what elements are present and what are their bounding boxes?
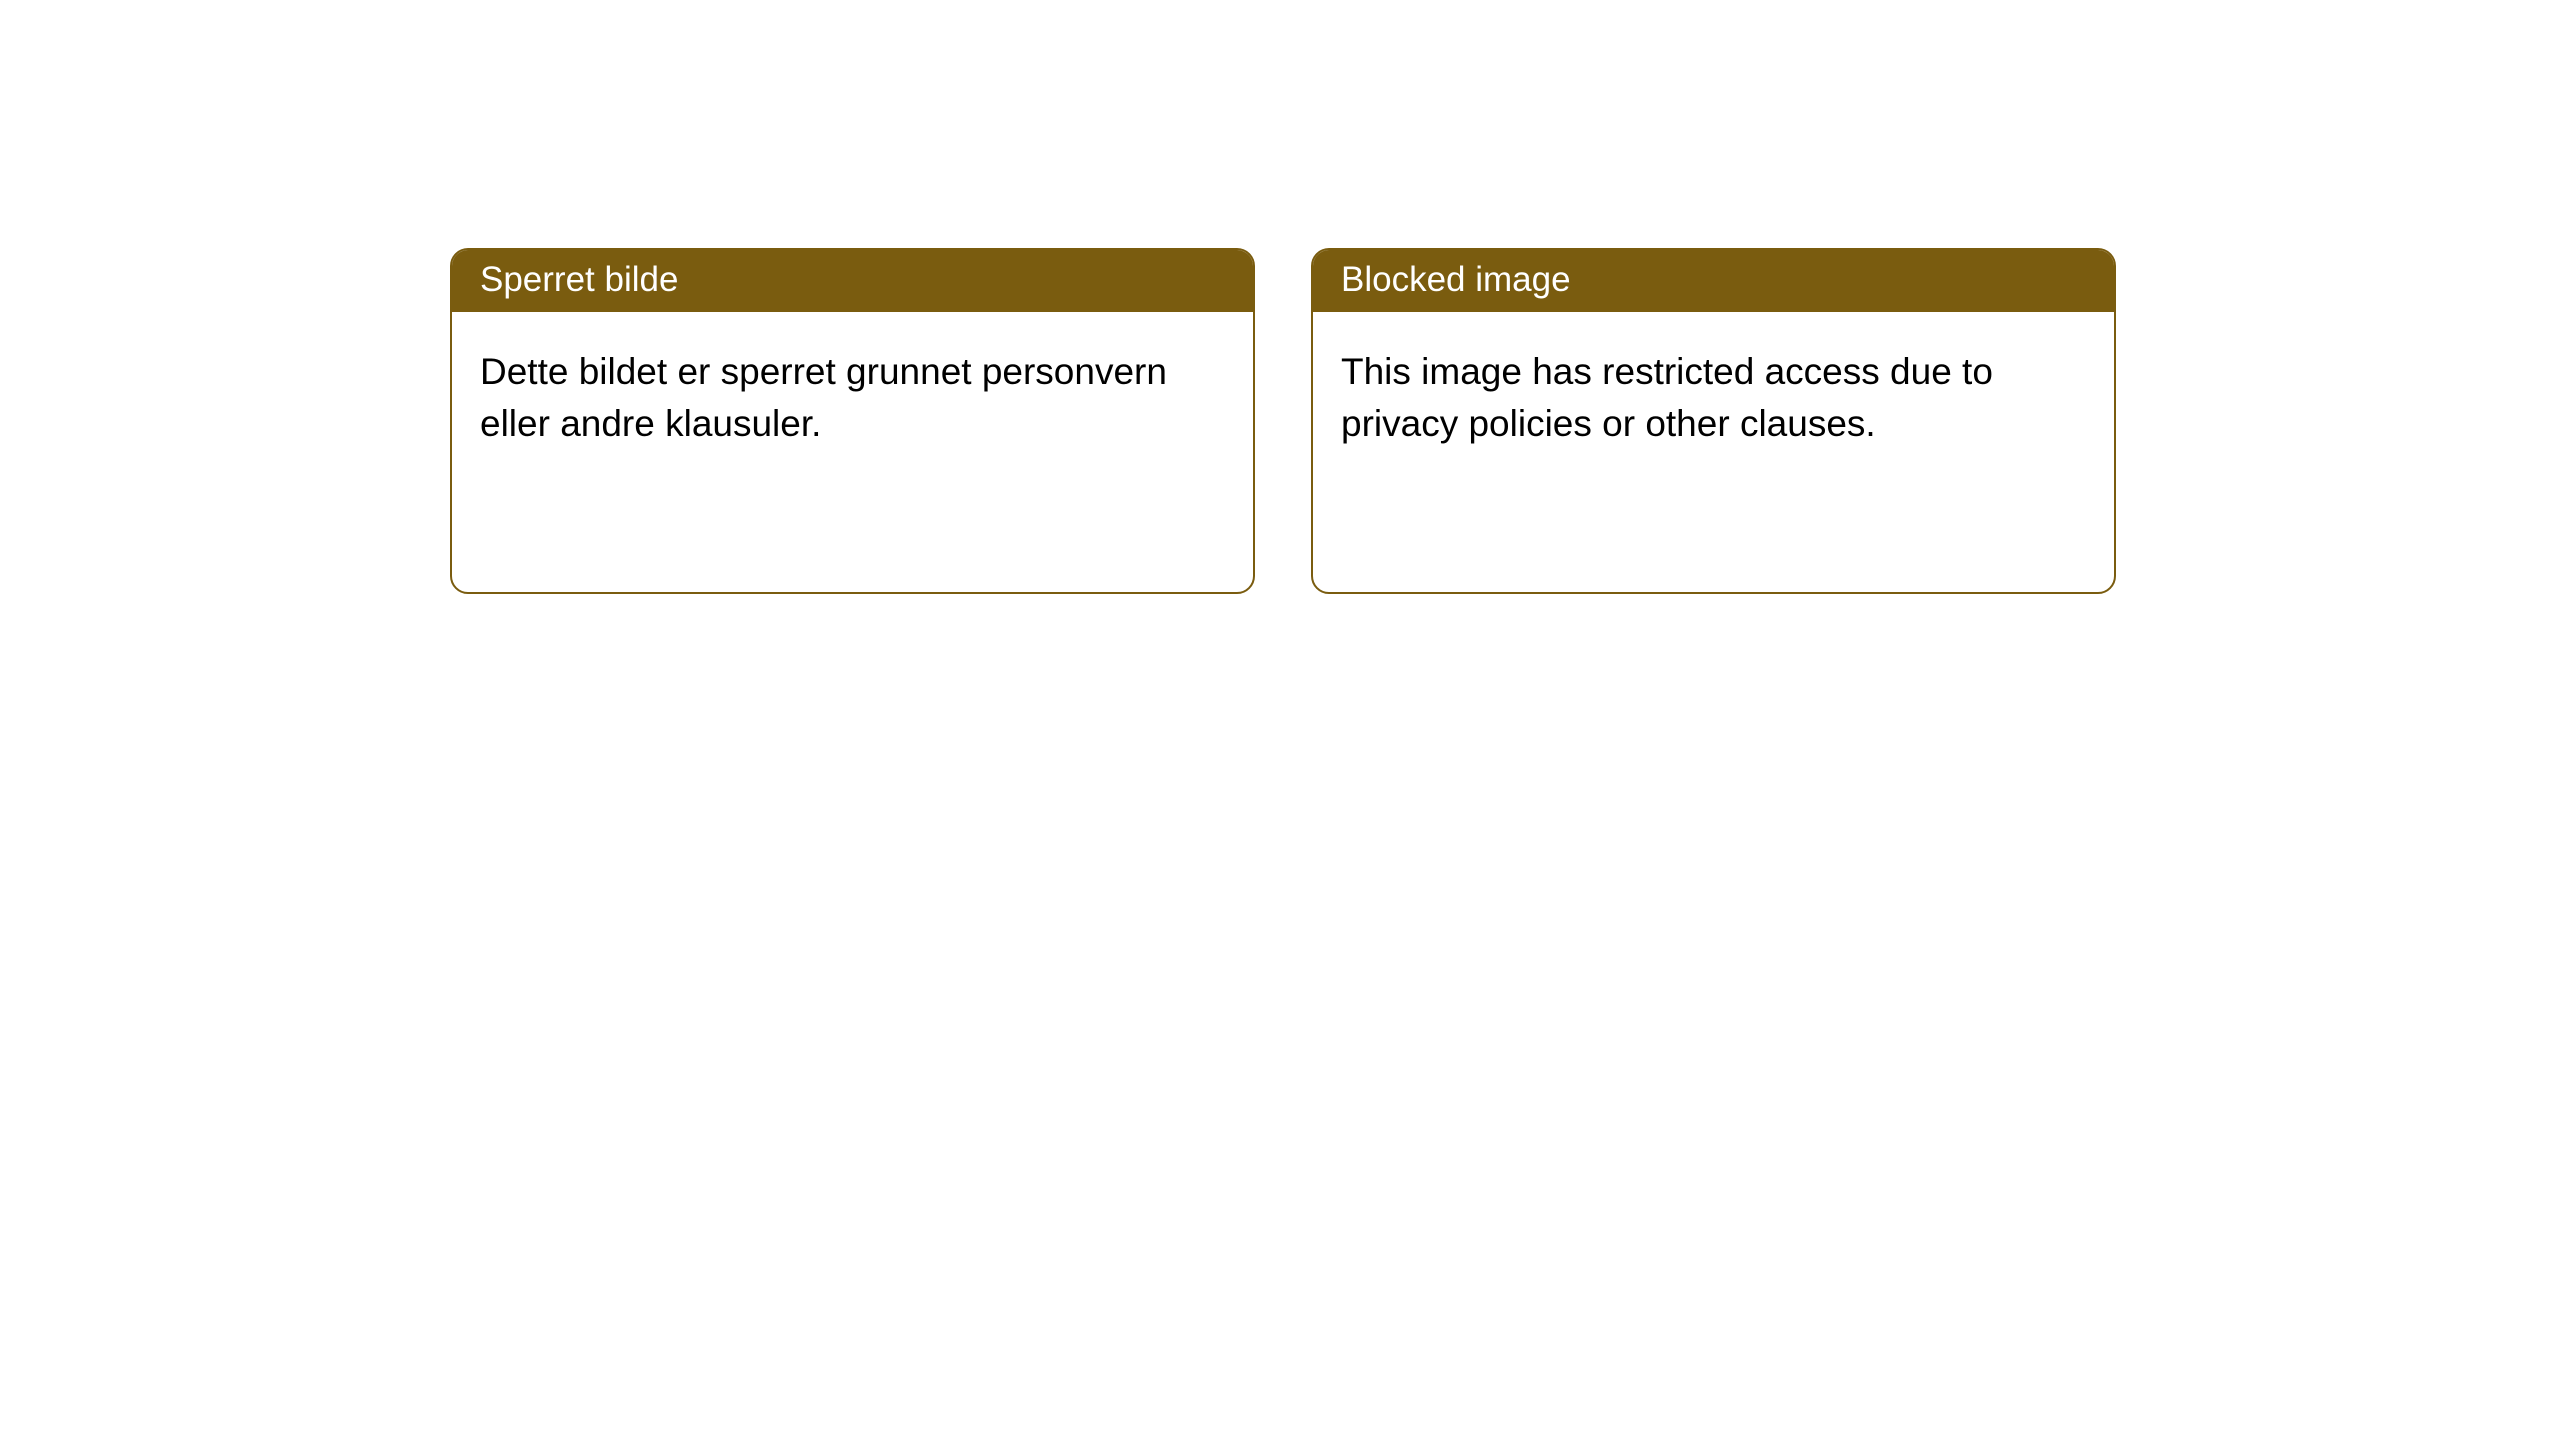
notice-message: This image has restricted access due to … (1341, 351, 1993, 444)
notice-title: Sperret bilde (480, 260, 678, 299)
notice-card-norwegian: Sperret bilde Dette bildet er sperret gr… (450, 248, 1255, 594)
notice-header: Sperret bilde (452, 250, 1253, 312)
notice-card-english: Blocked image This image has restricted … (1311, 248, 2116, 594)
notice-body: Dette bildet er sperret grunnet personve… (452, 312, 1253, 592)
notice-title: Blocked image (1341, 260, 1571, 299)
notice-header: Blocked image (1313, 250, 2114, 312)
notice-message: Dette bildet er sperret grunnet personve… (480, 351, 1167, 444)
notice-container: Sperret bilde Dette bildet er sperret gr… (0, 0, 2560, 594)
notice-body: This image has restricted access due to … (1313, 312, 2114, 592)
